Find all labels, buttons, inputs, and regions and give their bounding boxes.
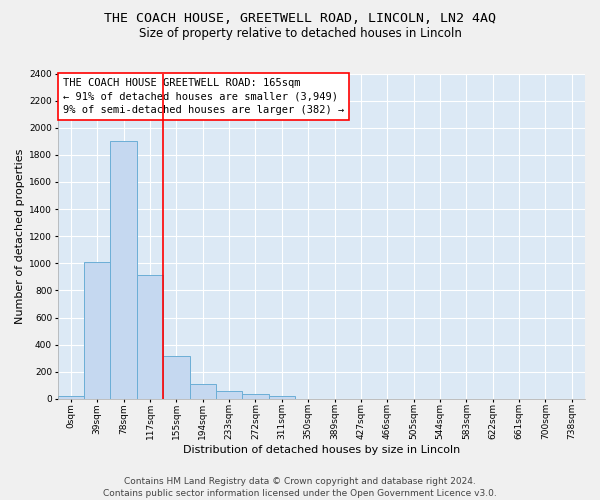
Text: Size of property relative to detached houses in Lincoln: Size of property relative to detached ho… — [139, 28, 461, 40]
X-axis label: Distribution of detached houses by size in Lincoln: Distribution of detached houses by size … — [183, 445, 460, 455]
Bar — [163, 356, 190, 399]
Bar — [58, 396, 84, 399]
Y-axis label: Number of detached properties: Number of detached properties — [15, 148, 25, 324]
Bar — [242, 394, 269, 399]
Text: Contains HM Land Registry data © Crown copyright and database right 2024.
Contai: Contains HM Land Registry data © Crown c… — [103, 476, 497, 498]
Bar — [216, 392, 242, 399]
Bar — [137, 275, 163, 399]
Bar — [269, 396, 295, 399]
Bar — [190, 384, 216, 399]
Text: THE COACH HOUSE, GREETWELL ROAD, LINCOLN, LN2 4AQ: THE COACH HOUSE, GREETWELL ROAD, LINCOLN… — [104, 12, 496, 26]
Text: THE COACH HOUSE GREETWELL ROAD: 165sqm
← 91% of detached houses are smaller (3,9: THE COACH HOUSE GREETWELL ROAD: 165sqm ←… — [63, 78, 344, 115]
Bar — [84, 262, 110, 399]
Bar — [110, 142, 137, 399]
